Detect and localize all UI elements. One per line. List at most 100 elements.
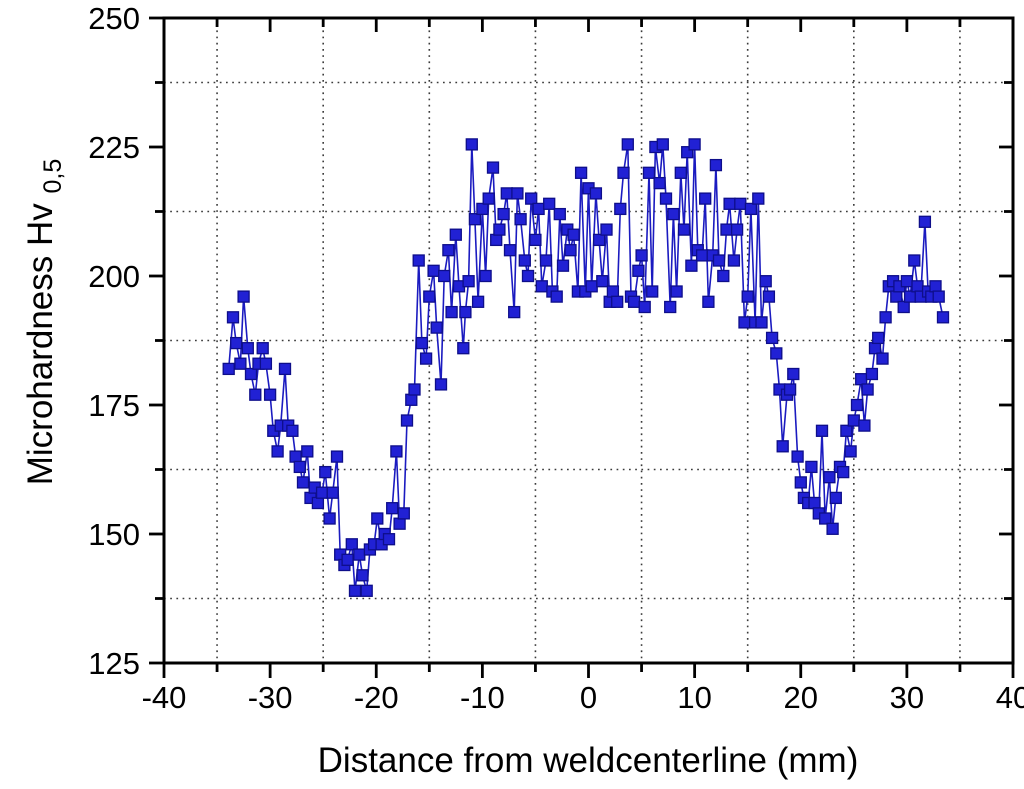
data-point-marker <box>861 383 874 396</box>
data-point-marker <box>670 285 683 298</box>
data-point-marker <box>457 342 470 355</box>
data-point-marker <box>486 161 500 174</box>
data-point-marker <box>465 138 478 151</box>
data-point-marker <box>553 207 566 221</box>
y-tick-label: 175 <box>88 388 140 423</box>
data-point-marker <box>667 207 680 221</box>
data-point-marker <box>479 269 492 283</box>
y-axis-title: Microhardness Hv 0,5 <box>21 159 67 486</box>
data-point-marker <box>382 533 396 546</box>
data-point-marker <box>635 249 648 262</box>
data-point-marker <box>345 538 358 551</box>
data-point-marker <box>564 244 577 257</box>
data-point-marker <box>393 517 406 530</box>
data-point-marker <box>850 398 864 412</box>
data-point-marker <box>490 233 503 247</box>
data-point-marker <box>823 471 836 484</box>
data-point-marker <box>585 280 598 293</box>
data-point-marker <box>263 388 277 401</box>
data-point-marker <box>493 223 506 236</box>
data-point-marker <box>656 138 669 151</box>
data-point-marker <box>794 476 807 489</box>
data-point-marker <box>468 213 482 226</box>
data-point-marker <box>837 465 850 479</box>
data-point-marker <box>738 316 751 329</box>
data-point-marker <box>717 269 730 283</box>
data-point-marker <box>438 269 451 283</box>
data-point-marker <box>286 424 299 437</box>
data-point-marker <box>315 486 329 499</box>
data-point-marker <box>770 347 783 360</box>
data-point-marker <box>759 275 772 288</box>
data-point-marker <box>574 166 588 179</box>
data-point-marker <box>500 187 513 200</box>
y-axis-title-subscript: 0,5 <box>39 159 67 194</box>
data-point-marker <box>556 259 570 272</box>
data-point-marker <box>319 465 332 479</box>
data-point-marker <box>720 223 733 236</box>
data-point-marker <box>508 305 521 319</box>
data-point-marker <box>755 316 768 329</box>
data-point-marker <box>423 290 436 303</box>
data-point-marker <box>844 445 857 458</box>
x-tick-label: 0 <box>580 680 597 715</box>
data-point-marker <box>787 367 800 381</box>
data-point-marker <box>419 352 433 365</box>
data-point-marker <box>386 502 399 515</box>
data-point-marker <box>685 259 698 272</box>
data-point-marker <box>529 233 542 247</box>
data-point-marker <box>356 569 369 582</box>
data-point-marker <box>815 424 829 437</box>
data-point-marker <box>482 192 495 205</box>
data-point-marker <box>543 197 556 210</box>
data-point-marker <box>855 373 868 386</box>
data-point-marker <box>249 388 262 401</box>
data-point-marker <box>659 192 673 205</box>
data-point-marker <box>278 362 292 376</box>
data-point-marker <box>611 295 624 308</box>
x-tick-label: -30 <box>248 680 293 715</box>
data-point-marker <box>741 290 754 303</box>
data-point-marker <box>237 290 250 303</box>
data-point-marker <box>226 311 240 324</box>
data-point-marker <box>900 275 914 288</box>
x-tick-label: -20 <box>354 680 399 715</box>
data-point-marker <box>627 295 641 308</box>
tick-labels: -40 -30 -20 -10 0 10 20 30 40 125 150 175 200 225 250 <box>88 1 1024 715</box>
data-point-marker <box>865 367 879 381</box>
data-point-marker <box>808 496 821 510</box>
x-tick-label: -40 <box>142 680 187 715</box>
data-point-marker <box>360 584 373 597</box>
data-point-marker <box>762 290 776 303</box>
data-point-marker <box>293 460 306 474</box>
data-point-marker <box>695 249 709 262</box>
x-tick-label: 10 <box>677 680 711 715</box>
data-point-marker <box>932 290 945 303</box>
data-point-marker <box>929 280 942 293</box>
data-point-marker <box>397 507 410 520</box>
data-point-marker <box>271 445 284 458</box>
data-point-marker <box>390 445 403 458</box>
data-point-marker <box>805 460 818 474</box>
data-point-marker <box>699 192 712 205</box>
axis-ticks <box>149 16 1015 678</box>
data-point-marker <box>459 305 472 319</box>
data-point-marker <box>847 414 860 427</box>
data-point-marker <box>840 424 853 437</box>
data-point-marker <box>449 228 462 241</box>
x-axis-title: Distance from weldcenterline (mm) <box>318 741 859 780</box>
data-point-marker <box>234 357 247 370</box>
x-tick-label: 20 <box>784 680 818 715</box>
data-point-marker <box>471 295 485 308</box>
data-point-marker <box>632 264 645 277</box>
data-point-marker <box>241 342 254 355</box>
data-point-marker <box>677 223 691 236</box>
y-tick-label: 200 <box>88 259 140 294</box>
data-point-marker <box>791 450 804 463</box>
data-point-marker <box>829 491 842 505</box>
data-point-marker <box>341 553 354 566</box>
x-tick-label: 40 <box>996 680 1024 715</box>
data-point-marker <box>511 187 524 200</box>
data-point-marker <box>518 254 531 267</box>
